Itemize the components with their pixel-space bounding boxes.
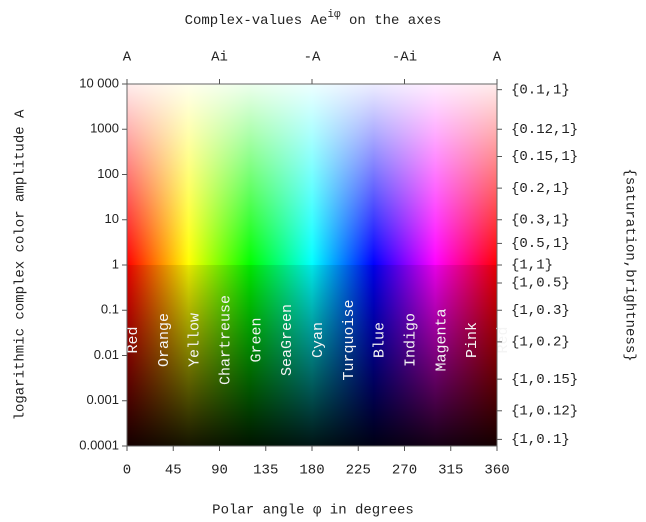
hue-label: Green bbox=[248, 317, 265, 362]
y-tick-label: 10 000 bbox=[79, 75, 119, 90]
hue-label: Pink bbox=[464, 322, 481, 358]
y-tick-label: 1 bbox=[112, 256, 119, 271]
y-tick-label: 10 bbox=[105, 211, 119, 226]
x-tick-label: 315 bbox=[438, 463, 463, 479]
x-tick-label: 0 bbox=[123, 463, 131, 479]
y2-tick-label: {1,0.3} bbox=[511, 303, 570, 319]
y2-tick-label: {0.5,1} bbox=[511, 236, 570, 252]
hue-label: Magenta bbox=[433, 308, 450, 371]
y2-tick-label: {0.1,1} bbox=[511, 82, 570, 98]
x2-tick-label: Ai bbox=[211, 50, 228, 66]
y2-tick-label: {1,0.2} bbox=[511, 335, 570, 351]
hue-label: Blue bbox=[372, 322, 389, 358]
y-tick-label: 1000 bbox=[90, 121, 119, 136]
y2-tick-label: {1,0.1} bbox=[511, 432, 570, 448]
x2-tick-label: A bbox=[493, 50, 502, 66]
title-part: Complex-values Ae bbox=[185, 13, 328, 29]
x2-tick-label: -Ai bbox=[392, 50, 417, 66]
hue-label: Yellow bbox=[187, 313, 204, 367]
x-tick-label: 270 bbox=[392, 463, 417, 479]
chart-title: Complex-values Aeiφ on the axes bbox=[185, 9, 442, 29]
hue-label: Turquoise bbox=[341, 299, 358, 380]
y2-tick-label: {0.3,1} bbox=[511, 212, 570, 228]
y2-tick-label: {1,0.15} bbox=[511, 372, 578, 388]
hue-label: Cyan bbox=[310, 322, 327, 358]
x-tick-label: 135 bbox=[253, 463, 278, 479]
hue-label: SeaGreen bbox=[279, 304, 296, 376]
title-superscript: iφ bbox=[327, 9, 341, 21]
y2-axis-label: {saturation,brightness} bbox=[621, 168, 637, 361]
x2-tick-label: A bbox=[123, 50, 132, 66]
y-tick-label: 0.001 bbox=[86, 392, 119, 407]
y2-tick-label: {1,1} bbox=[511, 258, 553, 274]
y-tick-label: 100 bbox=[97, 166, 119, 181]
y-axis-label: logarithmic complex color amplitude A bbox=[13, 109, 29, 420]
x2-tick-label: -A bbox=[304, 50, 321, 66]
dark-overlay bbox=[127, 265, 497, 446]
y-tick-label: 0.0001 bbox=[79, 437, 119, 452]
x-axis-label: Polar angle φ in degrees bbox=[212, 503, 414, 519]
hue-label: Orange bbox=[156, 313, 173, 367]
y2-tick-label: {0.12,1} bbox=[511, 122, 578, 138]
x-tick-label: 225 bbox=[346, 463, 371, 479]
title-part: on the axes bbox=[341, 13, 442, 29]
y2-tick-label: {1,0.12} bbox=[511, 403, 578, 419]
hue-label: Indigo bbox=[402, 313, 419, 367]
hue-label: Chartreuse bbox=[217, 295, 234, 385]
x-tick-label: 45 bbox=[165, 463, 182, 479]
y-tick-label: 0.1 bbox=[101, 302, 119, 317]
hue-label: Red bbox=[125, 326, 142, 353]
x-tick-label: 90 bbox=[211, 463, 228, 479]
y2-tick-label: {0.15,1} bbox=[511, 149, 578, 165]
x-tick-label: 180 bbox=[299, 463, 324, 479]
x-tick-label: 360 bbox=[484, 463, 509, 479]
y2-tick-label: {0.2,1} bbox=[511, 181, 570, 197]
y-tick-label: 0.01 bbox=[94, 347, 119, 362]
y2-tick-label: {1,0.5} bbox=[511, 276, 570, 292]
light-overlay bbox=[127, 84, 497, 265]
hue-label: Red bbox=[495, 326, 512, 353]
